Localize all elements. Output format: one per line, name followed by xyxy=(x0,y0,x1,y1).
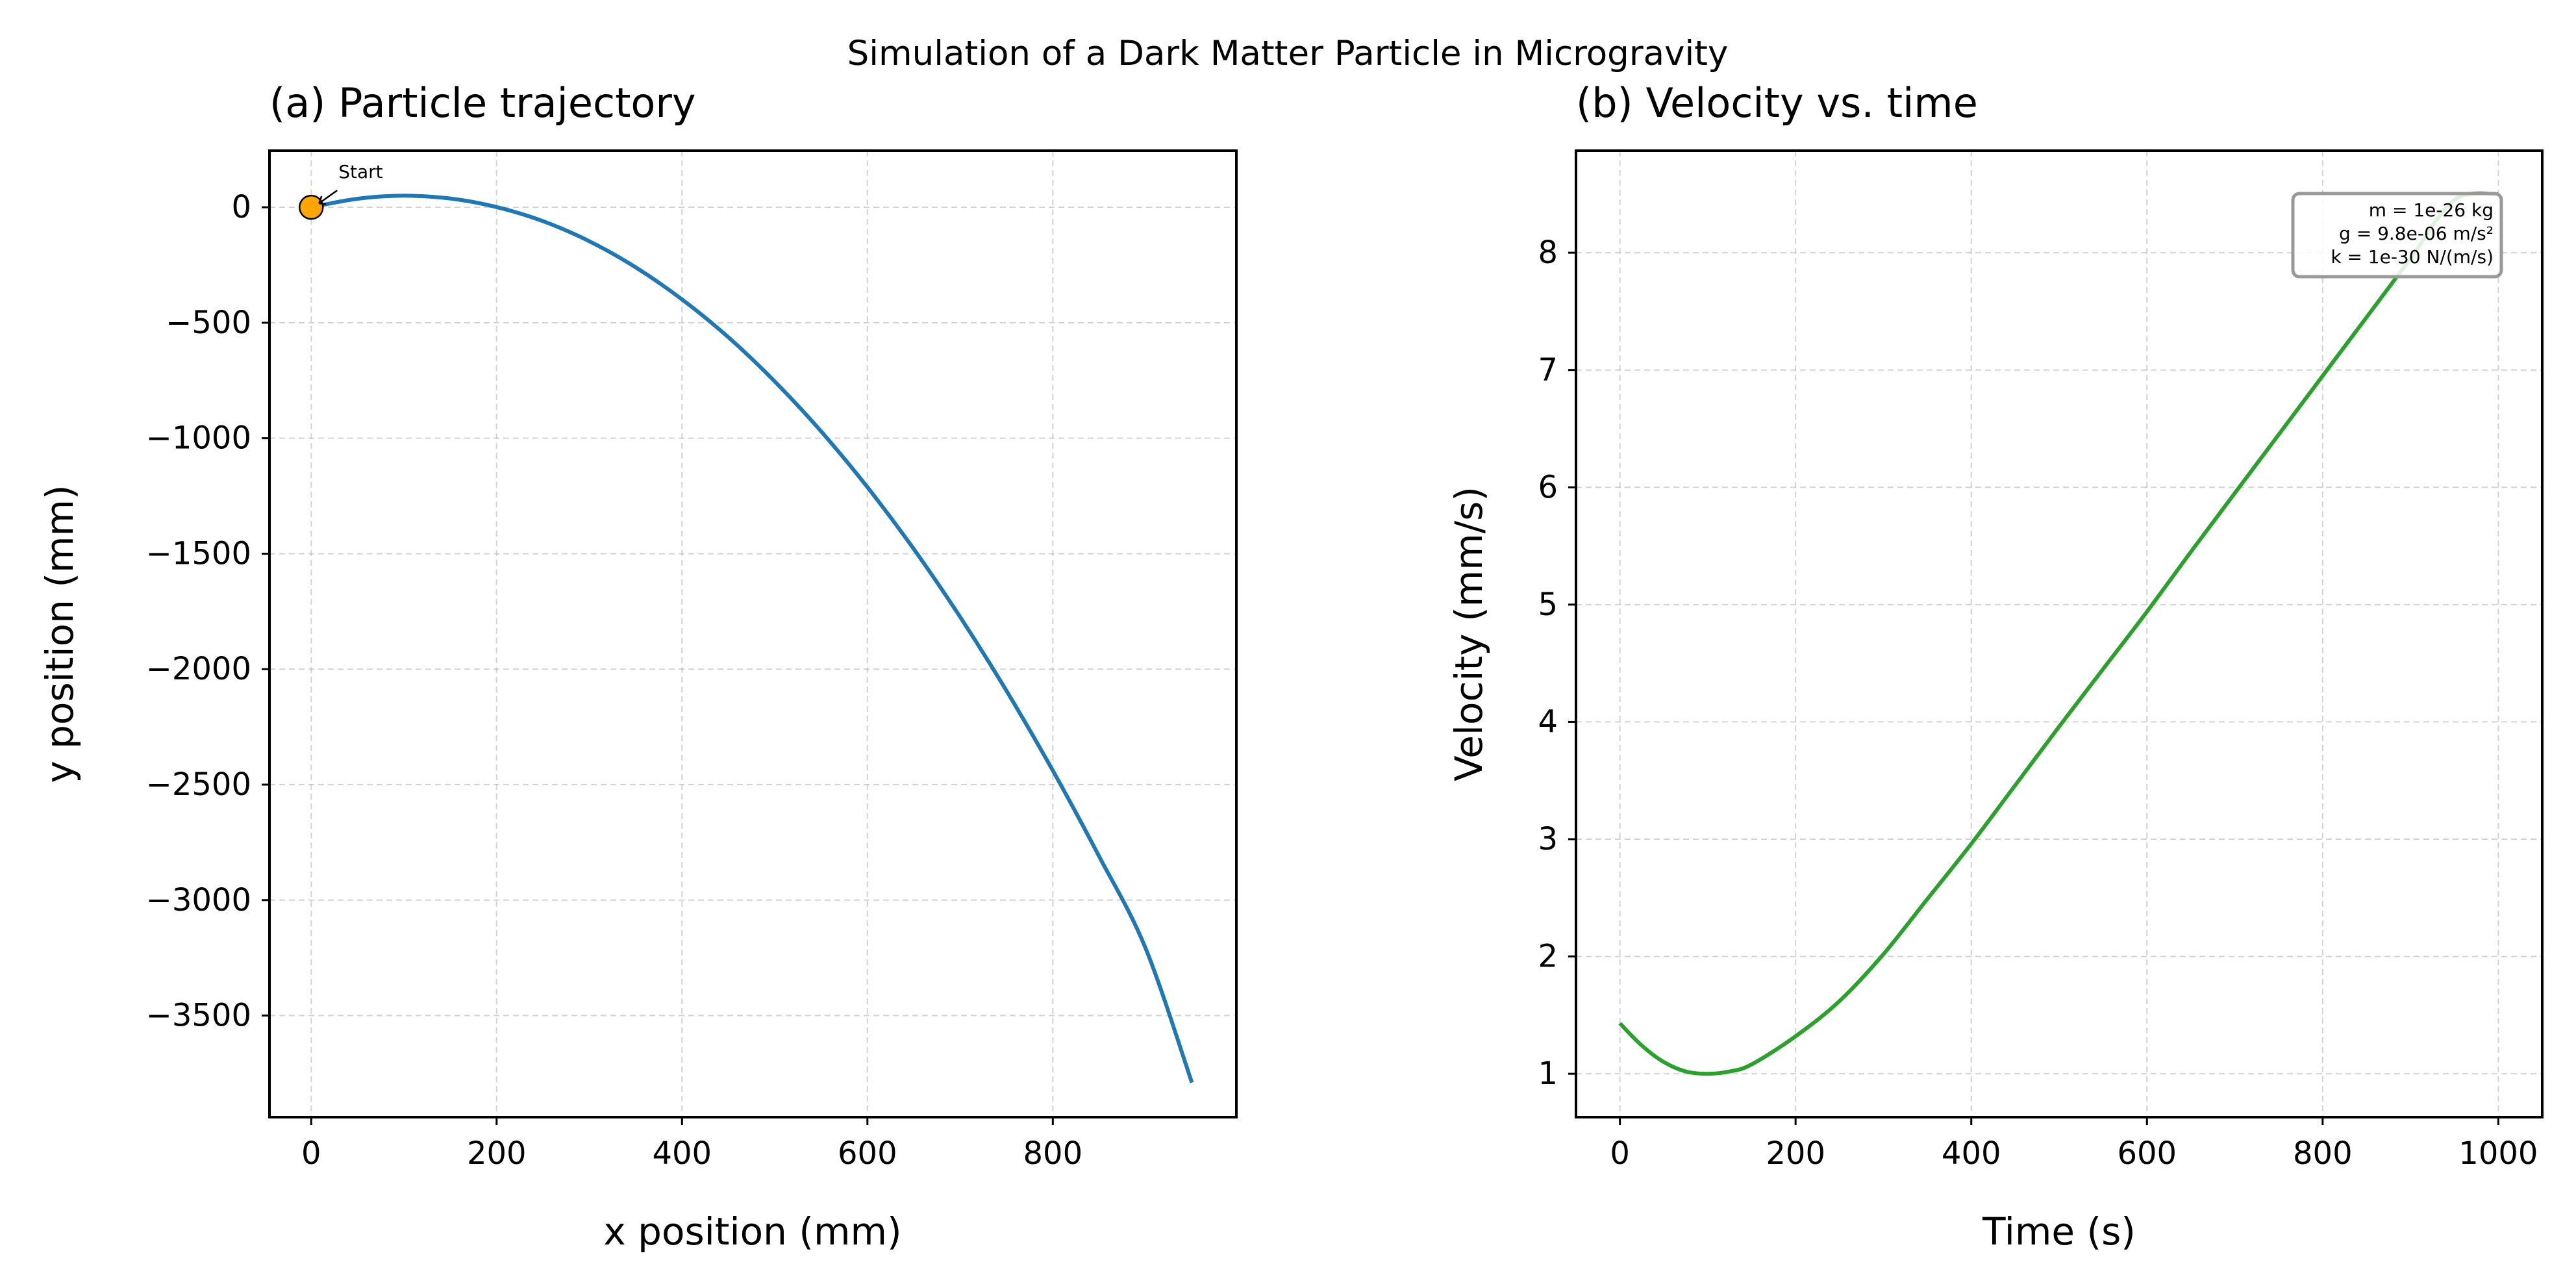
velocity-title: (b) Velocity vs. time xyxy=(1576,79,1978,127)
velocity-xtick-label: 0 xyxy=(1610,1135,1630,1172)
velocity-ytick-label: 4 xyxy=(1538,703,1558,740)
trajectory-ytick-label: −3000 xyxy=(146,882,251,918)
trajectory-ytick-label: −2500 xyxy=(146,766,251,803)
velocity-axes-frame xyxy=(1575,149,2544,1118)
velocity-grid xyxy=(1576,151,2542,1117)
trajectory-xtick-label: 0 xyxy=(301,1135,321,1172)
trajectory-panel: (a) Particle trajectory 0 200 400 600 800 0 −5… xyxy=(38,79,1238,1254)
velocity-xtick-label: 600 xyxy=(2117,1135,2177,1172)
velocity-ytick-label: 5 xyxy=(1538,587,1558,623)
trajectory-ytick-label: −2000 xyxy=(146,651,251,687)
trajectory-ytick-label: 0 xyxy=(231,189,251,225)
velocity-ytick-label: 3 xyxy=(1538,821,1558,857)
start-arrow xyxy=(318,190,338,205)
velocity-ytick-label: 1 xyxy=(1538,1055,1558,1092)
trajectory-ticks: 0 200 400 600 800 0 −500 −1000 −1500 −2000 −2500 −3… xyxy=(146,189,1083,1172)
parameter-gravity: g = 9.8e-06 m/s² xyxy=(2339,223,2494,244)
trajectory-series-line xyxy=(310,194,1194,1083)
trajectory-grid xyxy=(269,151,1236,1117)
velocity-ytick-label: 7 xyxy=(1538,352,1558,388)
trajectory-xtick-label: 200 xyxy=(467,1135,527,1172)
trajectory-xtick-label: 600 xyxy=(838,1135,897,1172)
parameter-box: m = 1e-26 kg g = 9.8e-06 m/s² k = 1e-30 … xyxy=(2291,192,2503,279)
trajectory-ytick-label: −3500 xyxy=(146,998,251,1034)
trajectory-ytick-label: −1000 xyxy=(146,420,251,457)
trajectory-xlabel: x position (mm) xyxy=(603,1209,901,1254)
velocity-xtick-label: 200 xyxy=(1766,1135,1825,1172)
trajectory-ytick-label: −1500 xyxy=(146,535,251,572)
parameter-drag: k = 1e-30 N/(m/s) xyxy=(2331,246,2494,268)
trajectory-xtick-label: 400 xyxy=(652,1135,712,1172)
velocity-ticks: 0 200 400 600 800 1000 1 2 3 4 5 6 7 8 xyxy=(1538,234,2538,1172)
velocity-xtick-label: 800 xyxy=(2293,1135,2353,1172)
velocity-ytick-label: 8 xyxy=(1538,234,1558,271)
trajectory-title: (a) Particle trajectory xyxy=(269,79,696,127)
parameter-mass: m = 1e-26 kg xyxy=(2369,199,2494,221)
parameter-box-frame xyxy=(2291,192,2503,279)
trajectory-xtick-label: 800 xyxy=(1023,1135,1083,1172)
start-label: Start xyxy=(338,161,382,183)
figure-title: Simulation of a Dark Matter Particle in … xyxy=(847,34,1729,73)
start-marker xyxy=(298,194,324,220)
start-arrowhead xyxy=(318,196,327,205)
start-annotation: Start xyxy=(298,161,383,220)
trajectory-ylabel: y position (mm) xyxy=(38,485,82,783)
velocity-ylabel: Velocity (mm/s) xyxy=(1447,486,1491,781)
velocity-ytick-label: 2 xyxy=(1538,939,1558,975)
velocity-series-line xyxy=(1618,191,2499,1076)
velocity-ytick-label: 6 xyxy=(1538,469,1558,505)
trajectory-axes-frame xyxy=(268,149,1238,1118)
velocity-panel: (b) Velocity vs. time 0 200 400 600 800 1000 1… xyxy=(1447,79,2544,1254)
velocity-xlabel: Time (s) xyxy=(1982,1209,2136,1254)
trajectory-ytick-label: −500 xyxy=(166,305,251,341)
velocity-xtick-label: 1000 xyxy=(2458,1135,2538,1172)
velocity-series xyxy=(1618,191,2499,1076)
trajectory-series xyxy=(310,194,1194,1083)
velocity-xtick-label: 400 xyxy=(1942,1135,2001,1172)
